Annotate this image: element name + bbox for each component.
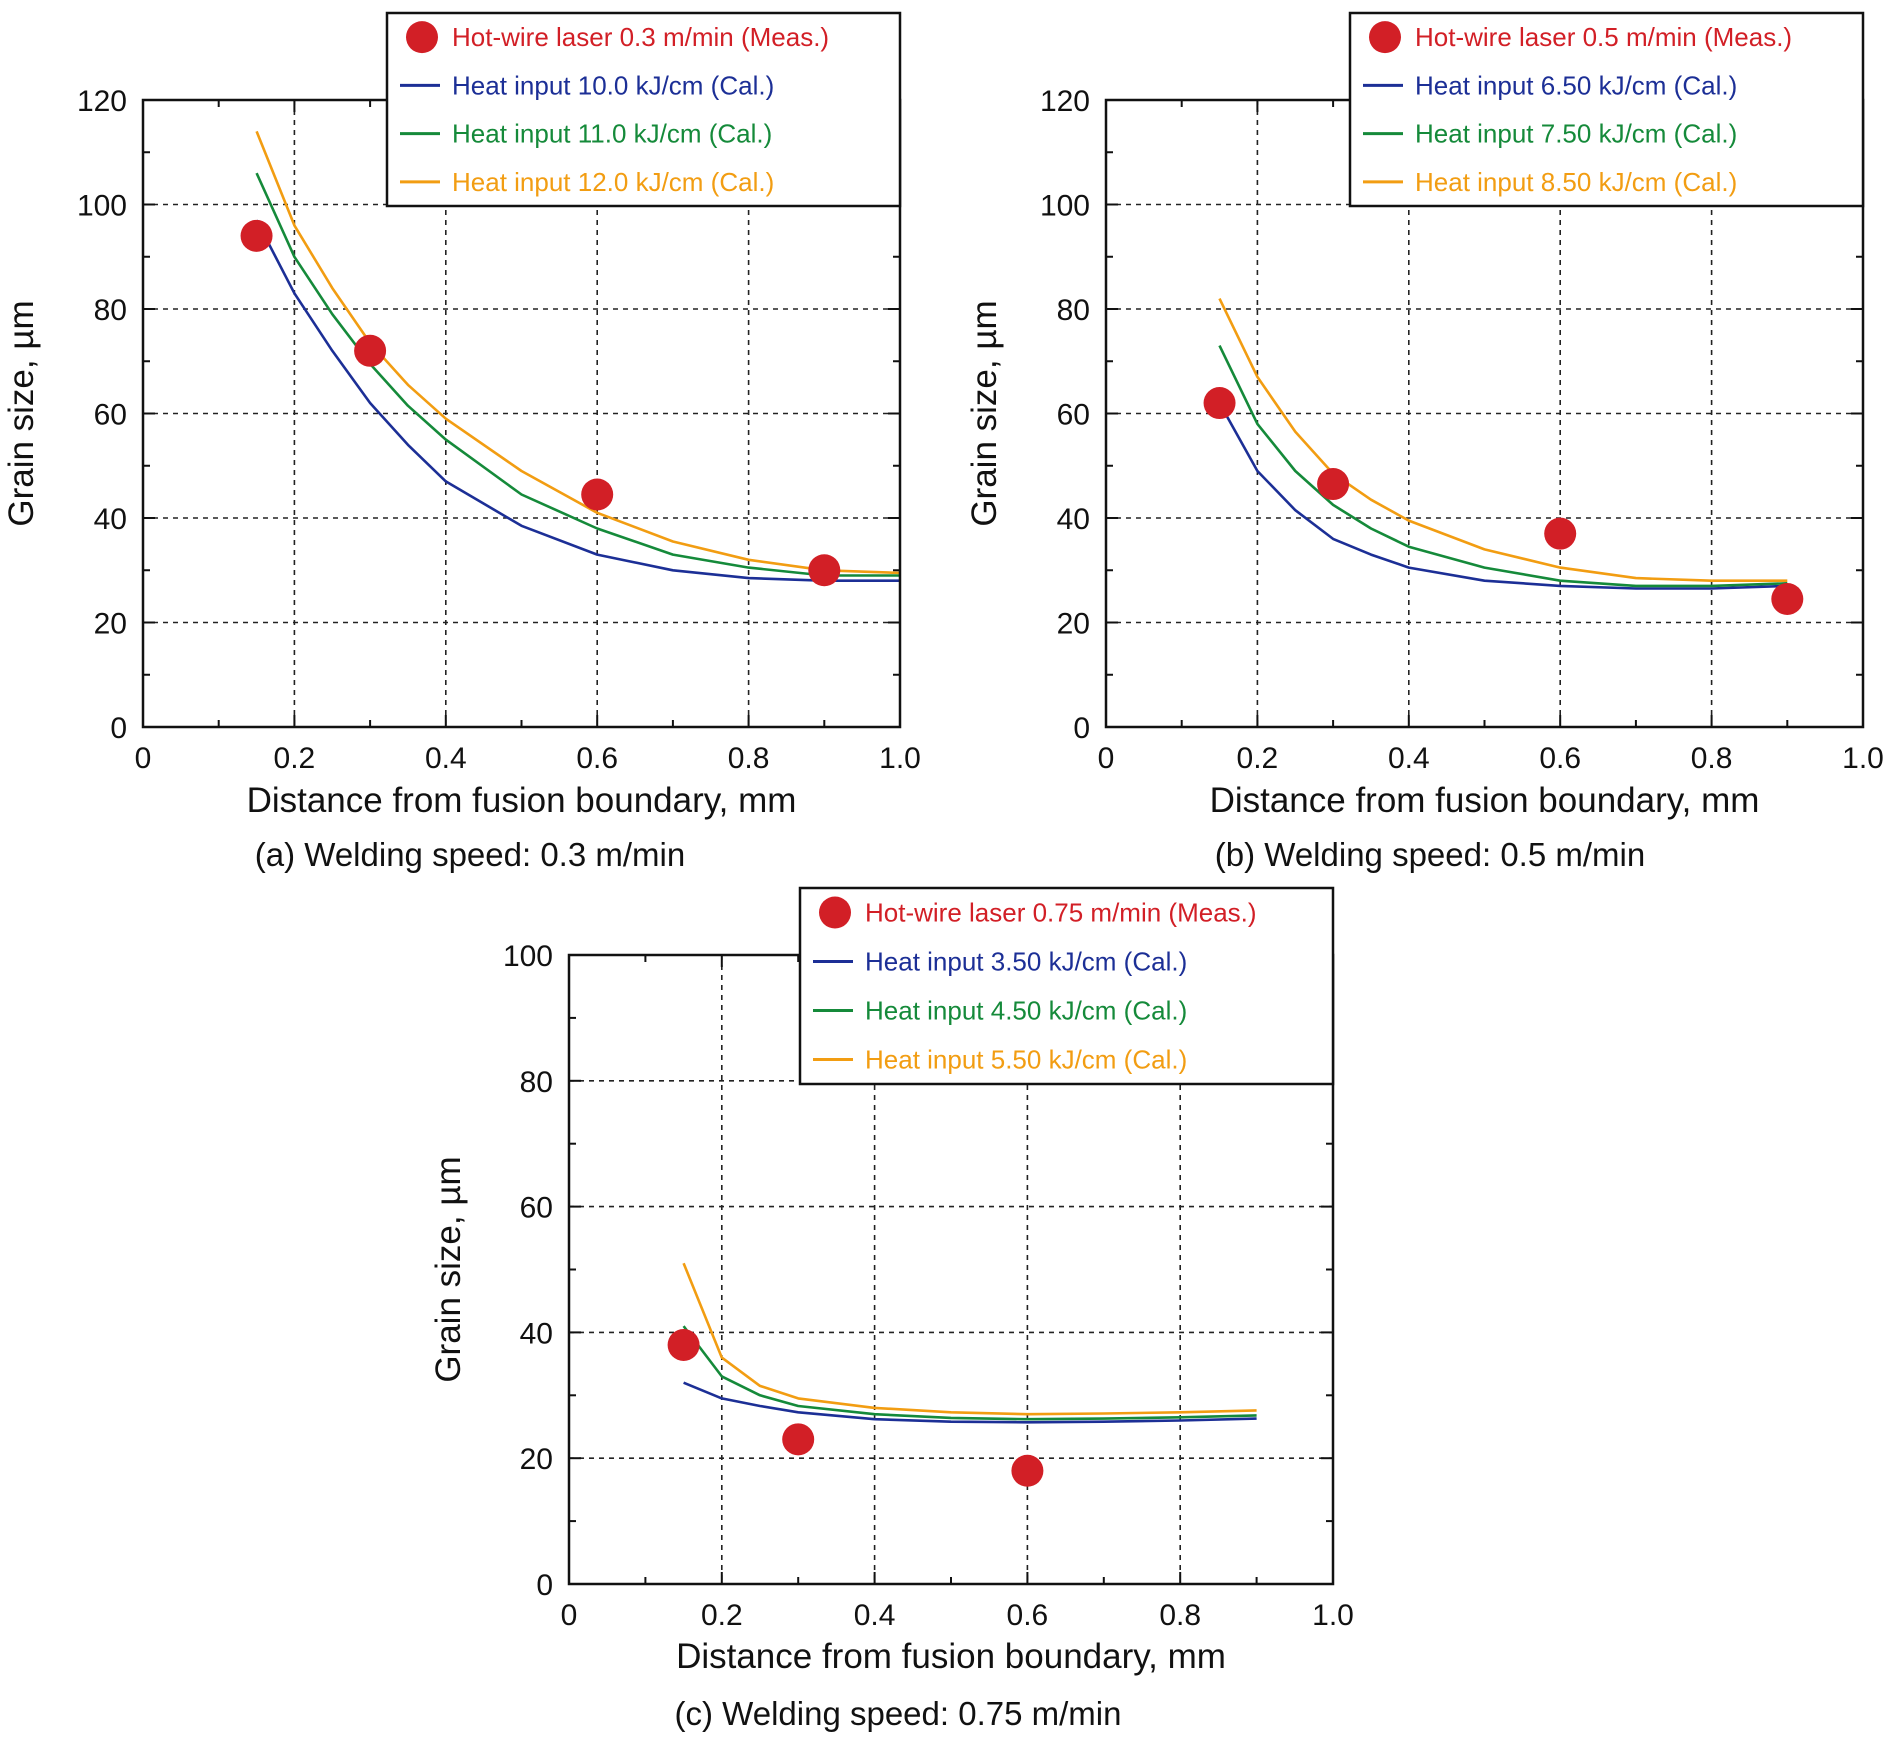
y-tick-label: 60 [94, 399, 127, 432]
y-tick-label: 40 [520, 1317, 553, 1350]
y-tick-label: 100 [503, 940, 553, 973]
measured-point [1771, 582, 1804, 615]
x-tick-label: 0.8 [728, 742, 770, 775]
x-tick-label: 0.2 [701, 1599, 743, 1632]
legend-label-high: Heat input 12.0 kJ/cm (Cal.) [452, 167, 774, 197]
x-tick-label: 0.6 [576, 742, 618, 775]
series-line-mid [682, 1325, 1257, 1421]
x-tick-label: 0.6 [1539, 742, 1581, 775]
panel-caption: (b) Welding speed: 0.5 m/min [1215, 836, 1645, 873]
x-tick-label: 0 [1098, 742, 1115, 775]
y-tick-label: 60 [520, 1192, 553, 1225]
x-tick-label: 0.4 [854, 1599, 896, 1632]
panel-caption: (a) Welding speed: 0.3 m/min [255, 836, 685, 873]
y-axis-title: Grain size, µm [429, 1156, 468, 1382]
legend: Hot-wire laser 0.75 m/min (Meas.) Heat in… [798, 886, 1335, 1086]
legend-label-mid: Heat input 11.0 kJ/cm (Cal.) [452, 119, 772, 149]
legend-label-measured: Hot-wire laser 0.3 m/min (Meas.) [452, 22, 829, 52]
measured-point [581, 478, 614, 511]
measured-point [808, 554, 841, 587]
x-tick-label: 1.0 [1842, 742, 1884, 775]
x-axis-title: Distance from fusion boundary, mm [676, 1637, 1226, 1676]
series-line-low [1218, 402, 1788, 590]
legend-marker-measured [1369, 21, 1401, 54]
legend-label-high: Heat input 5.50 kJ/cm (Cal.) [865, 1045, 1187, 1075]
chart-panel-b: 0 0.2 0.4 0.6 0.8 1.0 0 20 40 60 80 100 120 Distance … [965, 11, 1884, 873]
measured-point [354, 334, 387, 367]
x-tick-label: 0.4 [1388, 742, 1430, 775]
x-tick-label: 1.0 [879, 742, 921, 775]
legend-box [798, 886, 1335, 1086]
x-tick-label: 0.4 [425, 742, 467, 775]
y-tick-label: 100 [1040, 190, 1090, 223]
measured-point [667, 1328, 700, 1361]
legend: Hot-wire laser 0.3 m/min (Meas.) Heat inp… [385, 11, 902, 208]
y-tick-label: 120 [77, 85, 127, 118]
y-tick-label: 20 [94, 608, 127, 641]
x-tick-label: 0.8 [1691, 742, 1733, 775]
legend-marker-measured [819, 896, 851, 929]
legend-marker-measured [406, 21, 438, 54]
legend-label-measured: Hot-wire laser 0.75 m/min (Meas.) [865, 898, 1257, 928]
y-tick-label: 20 [520, 1443, 553, 1476]
chart-panel-a: 0 0.2 0.4 0.6 0.8 1.0 0 20 40 60 80 100 120 Distance … [2, 11, 921, 873]
series-line-high [682, 1262, 1257, 1416]
legend: Hot-wire laser 0.5 m/min (Meas.) Heat inp… [1348, 11, 1865, 208]
measured-point [240, 219, 273, 252]
y-tick-label: 0 [536, 1569, 553, 1602]
panel-caption: (c) Welding speed: 0.75 m/min [675, 1695, 1122, 1732]
y-tick-label: 80 [520, 1066, 553, 1099]
series-line-high [1218, 298, 1788, 583]
y-tick-label: 0 [110, 712, 127, 745]
series-line-mid [1218, 345, 1788, 588]
x-axis-title: Distance from fusion boundary, mm [247, 781, 797, 820]
legend-label-low: Heat input 6.50 kJ/cm (Cal.) [1415, 70, 1737, 100]
legend-box [385, 11, 902, 208]
y-tick-label: 40 [1057, 503, 1090, 536]
measured-point [1203, 387, 1236, 420]
x-axis-title: Distance from fusion boundary, mm [1210, 781, 1760, 820]
x-tick-label: 0 [561, 1599, 578, 1632]
legend-label-mid: Heat input 4.50 kJ/cm (Cal.) [865, 996, 1187, 1026]
x-tick-label: 1.0 [1312, 1599, 1354, 1632]
y-tick-label: 20 [1057, 608, 1090, 641]
legend-label-low: Heat input 3.50 kJ/cm (Cal.) [865, 947, 1187, 977]
x-tick-label: 0.6 [1007, 1599, 1049, 1632]
y-tick-label: 60 [1057, 399, 1090, 432]
y-tick-label: 80 [94, 294, 127, 327]
series-line-low [255, 219, 900, 583]
y-tick-label: 120 [1040, 85, 1090, 118]
measured-point [782, 1423, 815, 1456]
y-tick-label: 40 [94, 503, 127, 536]
legend-label-low: Heat input 10.0 kJ/cm (Cal.) [452, 70, 774, 100]
legend-label-high: Heat input 8.50 kJ/cm (Cal.) [1415, 167, 1737, 197]
legend-label-measured: Hot-wire laser 0.5 m/min (Meas.) [1415, 22, 1792, 52]
measured-point [1317, 468, 1350, 501]
x-tick-label: 0.2 [274, 742, 316, 775]
legend-box [1348, 11, 1865, 208]
y-axis-title: Grain size, µm [2, 300, 41, 526]
y-tick-label: 80 [1057, 294, 1090, 327]
y-tick-label: 100 [77, 190, 127, 223]
measured-point [1544, 517, 1577, 550]
series-line-low [683, 1381, 1257, 1424]
legend-label-mid: Heat input 7.50 kJ/cm (Cal.) [1415, 119, 1737, 149]
series-line-mid [255, 172, 900, 577]
chart-panel-c: 0 0.2 0.4 0.6 0.8 1.0 0 20 40 60 80 100 Distance fro… [429, 886, 1354, 1732]
y-axis-title: Grain size, µm [965, 300, 1004, 526]
x-tick-label: 0.8 [1159, 1599, 1201, 1632]
x-tick-label: 0 [135, 742, 152, 775]
y-tick-label: 0 [1073, 712, 1090, 745]
x-tick-label: 0.2 [1237, 742, 1279, 775]
measured-point [1011, 1454, 1044, 1487]
series-line-high [255, 130, 901, 575]
